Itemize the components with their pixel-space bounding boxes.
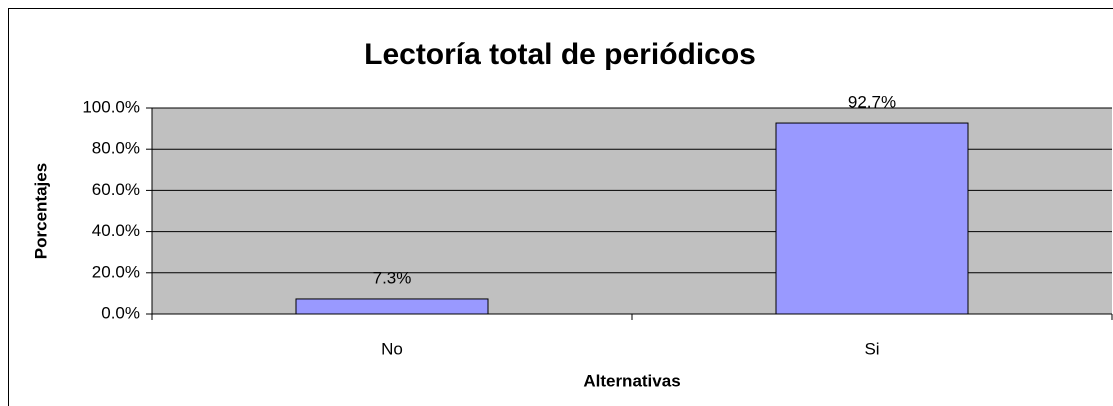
x-tick-label: Si: [864, 339, 879, 358]
chart-title: Lectoría total de periódicos: [364, 38, 756, 71]
y-tick-label: 0.0%: [101, 303, 140, 322]
x-axis-label: Alternativas: [583, 371, 680, 390]
y-tick-label: 60.0%: [92, 180, 140, 199]
y-tick-label: 80.0%: [92, 139, 140, 158]
data-label: 7.3%: [373, 268, 412, 287]
y-tick-label: 100.0%: [82, 97, 140, 116]
bar: [775, 122, 969, 315]
y-tick-label: 40.0%: [92, 221, 140, 240]
data-label: 92.7%: [848, 93, 896, 112]
y-axis-label: Porcentajes: [31, 163, 50, 259]
x-tick-label: No: [381, 339, 403, 358]
y-tick-label: 20.0%: [92, 262, 140, 281]
bar: [295, 298, 489, 315]
